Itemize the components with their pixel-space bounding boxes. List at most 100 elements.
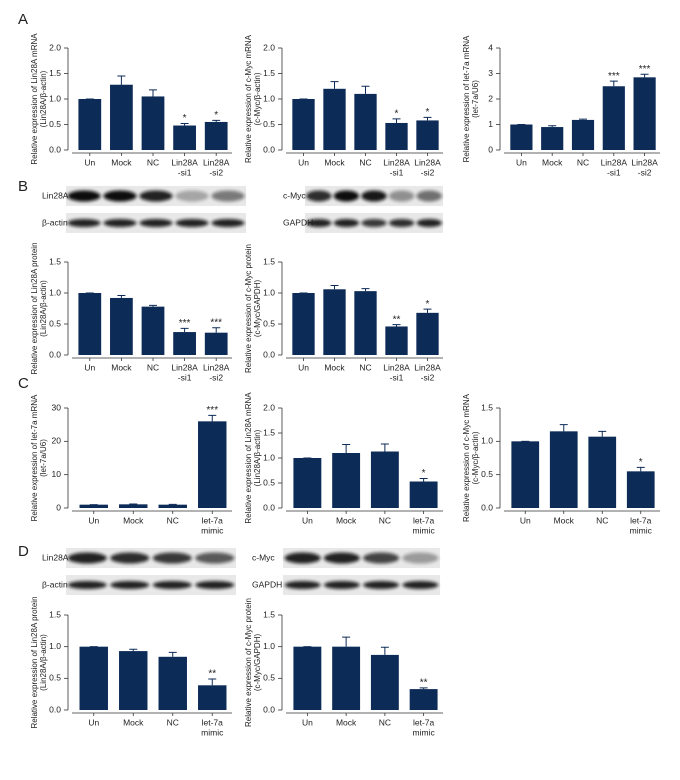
blot-band [388,190,415,202]
y-tick-label: 1.5 [481,402,493,412]
x-tick-label: mimic [413,525,436,535]
chart: 0.0 0.5 1.0 1.5 Relative expression of Lin28… [30,242,232,382]
y-tick-label: 0.5 [49,318,61,328]
y-axis-label: (c-Myc/GAPDH) [253,634,262,692]
x-tick-label: Mock [336,717,357,727]
bar [323,289,346,355]
error-bar [598,430,607,437]
x-tick-label: NC [379,515,391,525]
significance-label: *** [639,64,651,75]
bar [78,99,102,150]
error-bar [419,687,428,690]
x-tick-label: Mock [111,362,132,372]
blot-band [110,581,150,589]
y-tick-label: 0.0 [263,144,275,154]
y-axis-label: Relative expression of Lin28A protein [30,242,39,374]
y-axis-label: Relative expression of Lin28A protein [30,596,39,728]
chart: 0.0 0.5 1.0 1.5 2.0 Relative expression of c-… [244,34,443,177]
error-bar [208,414,217,422]
y-axis-label: (Lin28A/β-actin) [39,70,48,127]
blot-band [284,552,321,564]
y-tick-label: 0.0 [263,704,275,714]
error-bar [168,651,177,657]
x-tick-label: -si1 [390,372,404,382]
bar [292,293,315,355]
x-tick-label: Un [520,515,531,525]
x-tick-label: let-7a [630,515,652,525]
significance-label: *** [608,71,620,82]
bar [332,453,361,508]
x-tick-label: NC [359,157,371,167]
blot-band [211,219,245,227]
error-bar [640,73,649,78]
x-tick-label: let-7a [202,717,224,727]
y-tick-label: 0 [488,144,493,154]
x-tick-label: Lin28A [171,362,198,372]
x-tick-label: -si2 [209,372,223,382]
y-tick-label: 1.0 [263,93,275,103]
y-axis-label: Relative expression of c-Myc protein [244,598,253,727]
chart: 0 1 2 3 4 Relative expression of let-7a mRNA(… [462,35,660,177]
x-tick-label: Mock [542,157,563,167]
chart: 0.0 0.5 1.0 1.5 Relative expression of Lin28… [30,596,232,737]
bar [293,458,322,508]
y-tick-label: 1.0 [263,287,275,297]
blot-band [416,219,442,227]
blot-band [388,219,415,227]
error-bar [117,75,126,85]
bar [332,646,361,710]
bar [549,431,578,508]
x-tick-label: Lin28A [601,157,628,167]
bar [79,504,108,508]
panel-label: C [18,375,29,392]
x-tick-label: -si1 [178,167,192,177]
blot-band [333,190,360,202]
blot-band [416,190,442,202]
bar [204,121,228,150]
bar [588,436,617,508]
bar [173,125,196,150]
bar [292,99,315,150]
blot-label: Lin28A [42,190,69,200]
y-axis-label: (c-Myc/GAPDH) [253,280,262,338]
error-bar [117,294,126,298]
y-tick-label: 0.5 [263,673,275,683]
blot-band [152,552,192,564]
x-tick-label: NC [167,515,179,525]
blot-band [67,552,107,564]
y-tick-label: 1.0 [263,452,275,462]
y-tick-label: 4 [488,42,493,52]
y-tick-label: 10 [52,469,62,479]
bar [78,293,102,355]
error-bar [342,636,351,647]
blot-label: β-actin [42,217,68,227]
y-tick-label: 0.5 [263,318,275,328]
y-axis-label: (c-Myc/β-actin) [253,72,262,125]
bar [511,441,540,508]
x-tick-label: Un [298,157,309,167]
x-tick-label: NC [359,362,371,372]
x-tick-label: Lin28A [414,362,441,372]
bar [119,651,148,710]
bar [141,96,165,150]
significance-label: ** [393,314,401,325]
x-tick-label: Lin28A [171,157,198,167]
blot-label: c-Myc [252,552,275,562]
x-tick-label: NC [147,362,159,372]
blot-band [139,219,173,227]
x-tick-label: -si2 [209,167,223,177]
blot-band [361,219,387,227]
error-bar [330,285,339,290]
y-tick-label: 2 [488,93,493,103]
bar [602,86,625,150]
y-axis-label: Relative expression of c-Myc mRNA [244,34,253,163]
y-tick-label: 0.0 [49,349,61,359]
blot-band [211,190,245,202]
blot-band [284,581,321,589]
bar [626,471,655,508]
bar [204,332,228,355]
x-tick-label: Un [298,362,309,372]
error-bar [129,648,138,652]
error-bar [392,118,401,123]
